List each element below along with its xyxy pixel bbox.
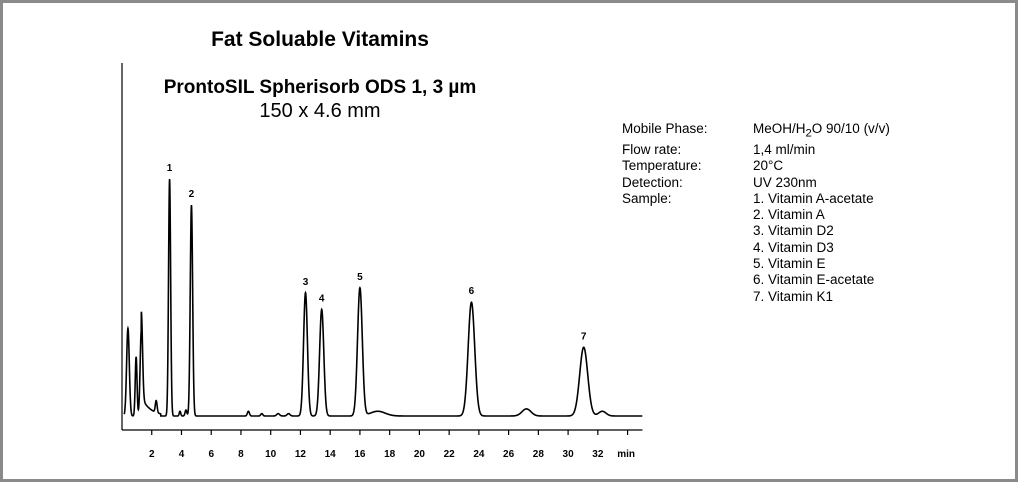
condition-row: Detection: UV 230nm bbox=[622, 175, 890, 191]
peak-label: 4 bbox=[319, 293, 325, 304]
chart-title: Fat Soluable Vitamins bbox=[211, 28, 429, 51]
x-tick-label: 4 bbox=[179, 449, 185, 460]
peak-label: 5 bbox=[357, 272, 363, 283]
peak-label: 6 bbox=[469, 286, 475, 297]
condition-row: Mobile Phase: MeOH/H2O 90/10 (v/v) bbox=[622, 121, 890, 142]
condition-value: 1. Vitamin A-acetate bbox=[753, 190, 874, 206]
condition-row: Temperature: 20°C bbox=[622, 158, 890, 174]
condition-row: Sample: 1. Vitamin A-acetate bbox=[622, 191, 890, 207]
condition-value: UV 230nm bbox=[753, 174, 817, 190]
peak-label: 3 bbox=[303, 277, 309, 288]
x-tick-label: 30 bbox=[563, 449, 575, 460]
condition-value: 5. Vitamin E bbox=[753, 256, 826, 272]
x-tick-label: 20 bbox=[414, 449, 426, 460]
peak-label: 1 bbox=[167, 163, 173, 174]
x-tick-label: 14 bbox=[325, 449, 337, 460]
condition-value: 3. Vitamin D2 bbox=[753, 223, 834, 239]
condition-row: Flow rate: 1,4 ml/min bbox=[622, 142, 890, 158]
condition-value: 20°C bbox=[753, 158, 784, 174]
x-tick-label: 6 bbox=[208, 449, 214, 460]
condition-value: 4. Vitamin D3 bbox=[753, 239, 834, 255]
x-tick-label: 24 bbox=[473, 449, 485, 460]
condition-value: MeOH/H2O 90/10 (v/v) bbox=[753, 121, 890, 140]
condition-value: 2. Vitamin A bbox=[753, 207, 825, 223]
condition-row: 2. Vitamin A bbox=[622, 207, 890, 223]
condition-label: Flow rate: bbox=[622, 141, 682, 157]
condition-row: 5. Vitamin E bbox=[622, 256, 890, 272]
x-tick-label: 8 bbox=[238, 449, 244, 460]
x-axis-label: min bbox=[617, 449, 635, 460]
chromatogram-trace bbox=[123, 178, 643, 417]
peak-label: 7 bbox=[581, 331, 587, 342]
x-tick-label: 22 bbox=[444, 449, 456, 460]
column-dimensions: 150 x 4.6 mm bbox=[259, 100, 381, 122]
x-tick-label: 28 bbox=[533, 449, 545, 460]
condition-row: 6. Vitamin E-acetate bbox=[622, 272, 890, 288]
condition-label: Mobile Phase: bbox=[622, 121, 708, 136]
condition-value: 6. Vitamin E-acetate bbox=[753, 272, 875, 288]
condition-value: 1,4 ml/min bbox=[753, 141, 816, 157]
condition-label: Sample: bbox=[622, 190, 672, 206]
x-tick-label: 18 bbox=[384, 449, 396, 460]
x-tick-label: 16 bbox=[354, 449, 366, 460]
x-tick-label: 2 bbox=[149, 449, 155, 460]
x-tick-label: 26 bbox=[503, 449, 515, 460]
condition-row: 7. Vitamin K1 bbox=[622, 289, 890, 305]
condition-row: 4. Vitamin D3 bbox=[622, 240, 890, 256]
x-tick-label: 12 bbox=[295, 449, 307, 460]
conditions-table: Mobile Phase: MeOH/H2O 90/10 (v/v) Flow ra… bbox=[622, 121, 890, 305]
condition-label: Detection: bbox=[622, 174, 683, 190]
peak-label: 2 bbox=[189, 189, 195, 200]
condition-value: 7. Vitamin K1 bbox=[753, 288, 834, 304]
condition-label: Temperature: bbox=[622, 158, 702, 174]
x-tick-label: 32 bbox=[592, 449, 604, 460]
column-name: ProntoSIL Spherisorb ODS 1, 3 µm bbox=[163, 77, 477, 98]
condition-row: 3. Vitamin D2 bbox=[622, 223, 890, 239]
x-tick-label: 10 bbox=[265, 449, 277, 460]
